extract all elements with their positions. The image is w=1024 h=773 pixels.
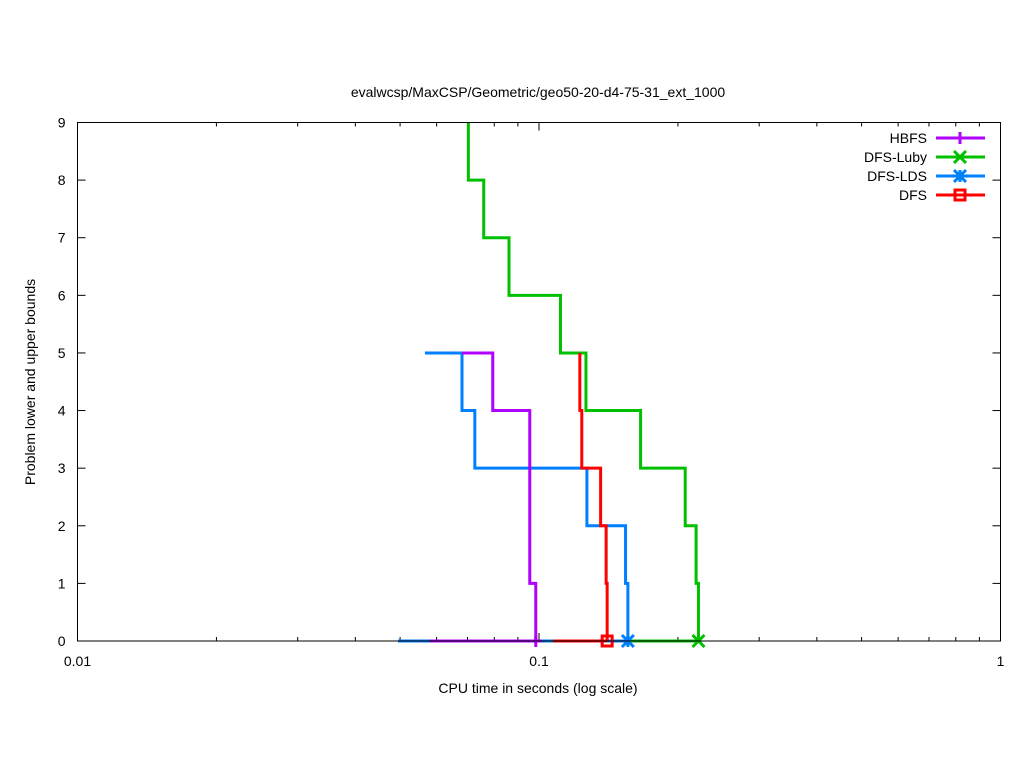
plot-frame	[77, 122, 1001, 642]
series-group	[398, 122, 706, 649]
legend-label: DFS-Luby	[864, 149, 927, 165]
legend: HBFS DFS-Luby DFS-LDS DFS	[864, 130, 985, 203]
legend-marker	[952, 168, 968, 184]
chart-title: evalwcsp/MaxCSP/Geometric/geo50-20-d4-75…	[351, 84, 726, 100]
upper-bound-line	[461, 351, 538, 641]
legend-label: HBFS	[890, 130, 927, 146]
y-tick-label: 8	[58, 172, 66, 188]
y-tick-label: 7	[58, 230, 66, 246]
upper-bound-line	[466, 122, 700, 641]
y-axis-label: Problem lower and upper bounds	[22, 279, 38, 485]
y-tick-label: 6	[58, 287, 66, 303]
legend-marker	[954, 132, 966, 144]
upper-bound-line	[578, 352, 609, 641]
legend-marker	[952, 149, 968, 165]
upper-bound-line	[424, 351, 630, 641]
x-tick-label: 0.01	[64, 653, 91, 669]
legend-marker	[953, 188, 967, 202]
y-tick-label: 1	[58, 575, 66, 591]
series-upper-dfs-luby	[466, 122, 706, 649]
series-upper-hbfs	[461, 351, 542, 647]
y-tick-label: 2	[58, 518, 66, 534]
legend-label: DFS	[899, 187, 927, 203]
y-tick-label: 9	[58, 115, 66, 131]
axis-ticks: 0.01 0.1 1 0 1 2 3 4 5 6 7 8 9	[58, 115, 1005, 670]
x-tick-label: 1	[997, 653, 1005, 669]
y-tick-label: 0	[58, 633, 66, 649]
y-tick-label: 4	[58, 403, 66, 419]
legend-label: DFS-LDS	[867, 168, 927, 184]
x-axis-label: CPU time in seconds (log scale)	[438, 680, 637, 696]
y-tick-label: 5	[58, 345, 66, 361]
y-tick-label: 3	[58, 460, 66, 476]
x-tick-label: 0.1	[529, 653, 549, 669]
